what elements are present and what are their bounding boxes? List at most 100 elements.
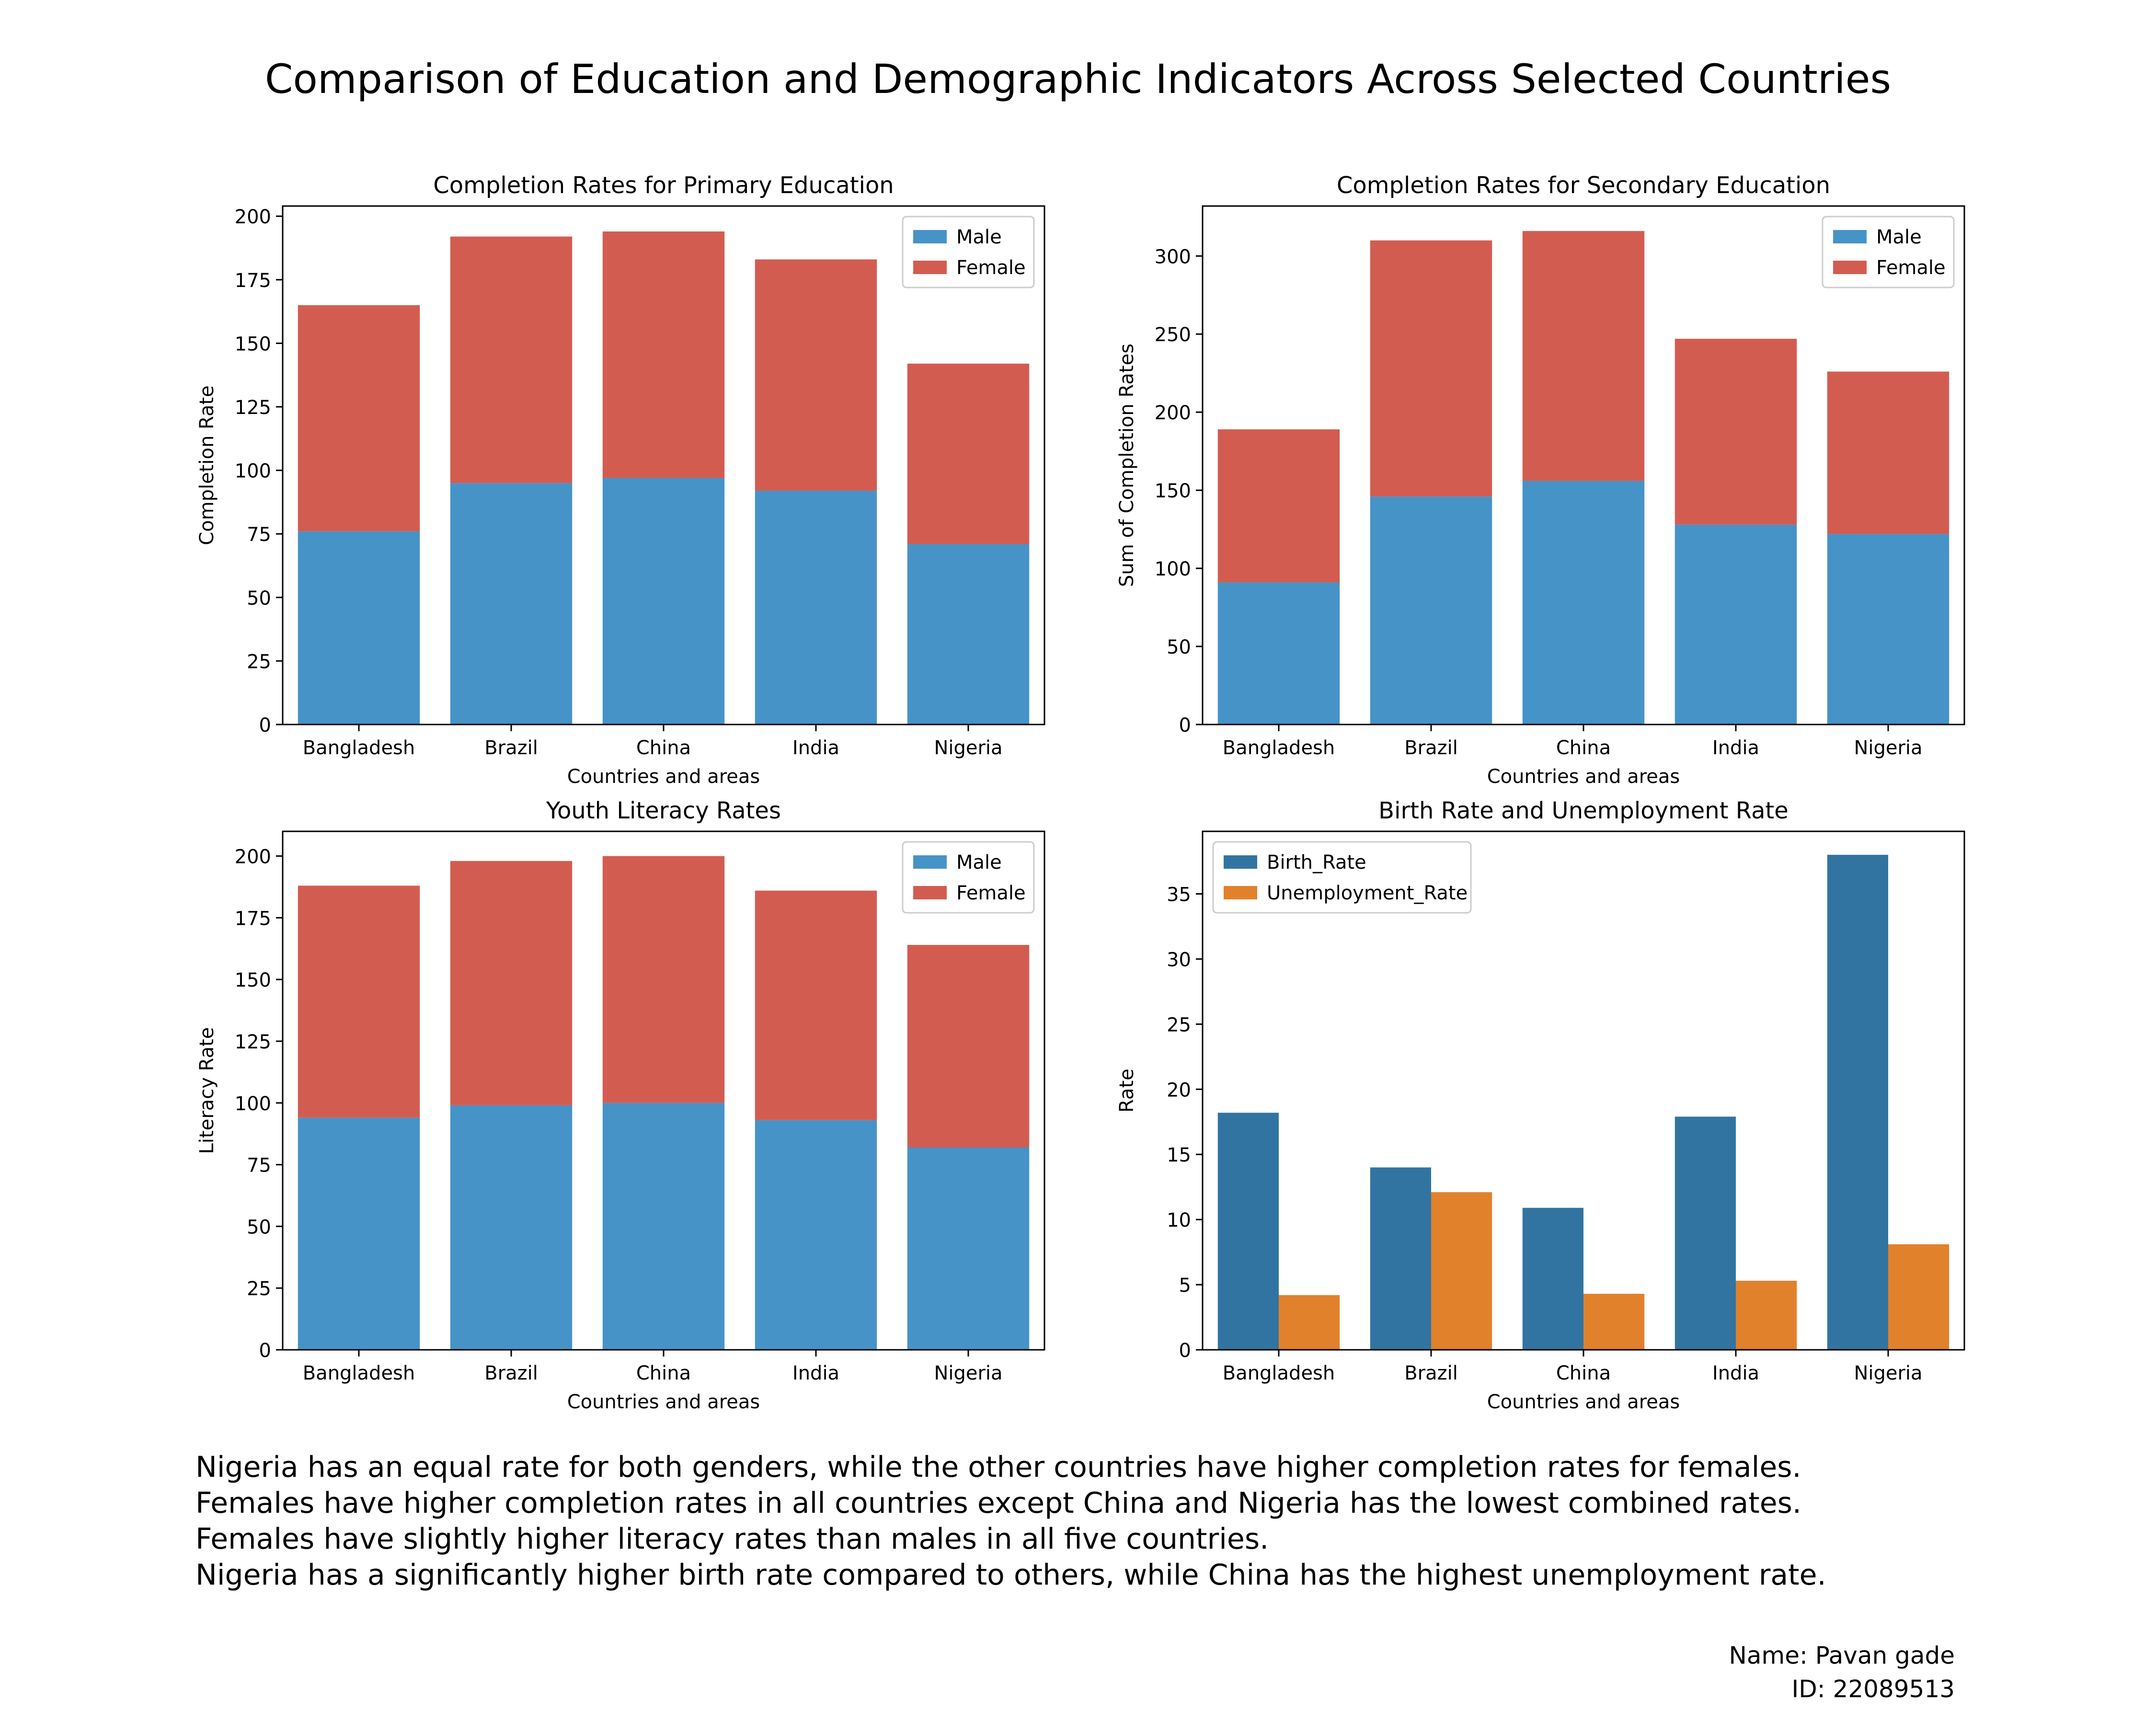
bar-female-india [1674,339,1797,525]
bar-birth_rate-nigeria [1827,854,1888,1350]
y-tick-label: 125 [235,397,271,419]
y-tick-label: 25 [247,1278,271,1300]
y-tick-label: 250 [1155,324,1191,346]
x-tick-label: Bangladesh [1223,737,1335,759]
y-tick-label: 150 [235,969,271,991]
y-tick-label: 0 [1179,714,1191,736]
x-tick-label: Nigeria [1854,1362,1922,1384]
x-axis-label: Countries and areas [567,1391,760,1413]
y-tick-label: 175 [235,270,271,292]
y-axis-label: Completion Rate [196,385,218,545]
x-tick-label: Bangladesh [1223,1362,1335,1384]
youth-literacy-chart: Youth Literacy Rates 0 25 50 75 100 125 150 175 2… [196,797,1045,1413]
bar-male-nigeria [907,544,1030,724]
bar-female-india [755,259,877,491]
bar-male-china [602,478,725,724]
legend-swatch-male [1833,230,1867,243]
y-tick-label: 75 [247,1155,271,1177]
bar-male-brazil [450,483,573,724]
author-block: Name: Pavan gade ID: 22089513 [1729,1639,1955,1706]
y-tick-label: 75 [247,524,271,546]
bar-birth_rate-brazil [1370,1167,1431,1350]
y-axis-label: Sum of Completion Rates [1116,344,1138,587]
legend-label: Unemployment_Rate [1267,882,1468,904]
chart-title: Completion Rates for Secondary Education [1337,172,1830,199]
bar-female-nigeria [1827,371,1950,534]
y-tick-label: 20 [1167,1079,1191,1101]
x-tick-label: Nigeria [934,737,1002,759]
legend-label: Male [1876,226,1922,248]
x-tick-label: Brazil [1404,1362,1458,1384]
bar-female-china [602,856,725,1103]
x-axis-label: Countries and areas [567,766,760,788]
legend: Male Female [902,216,1035,288]
x-tick-label: Nigeria [934,1362,1002,1384]
notes-block: Nigeria has an equal rate for both gende… [195,1449,1826,1593]
y-tick-label: 200 [235,206,271,228]
y-tick-label: 0 [259,714,271,736]
bar-male-bangladesh [298,1117,420,1350]
legend-swatch-birth_rate [1224,855,1257,869]
legend-box [1212,841,1472,914]
y-tick-label: 5 [1179,1275,1191,1297]
y-tick-label: 50 [1167,636,1191,658]
x-tick-label: India [1712,1362,1759,1384]
x-tick-label: Bangladesh [303,1362,415,1384]
legend-label: Female [1876,257,1946,279]
legend-swatch-male [913,855,947,869]
y-tick-label: 100 [1155,558,1191,580]
chart-title: Youth Literacy Rates [546,797,781,824]
y-tick-label: 0 [259,1340,271,1362]
bar-unemployment_rate-china [1583,1294,1645,1350]
x-axis-label: Countries and areas [1487,766,1680,788]
y-axis-label: Rate [1116,1069,1138,1113]
y-tick-label: 35 [1167,884,1191,906]
x-tick-label: China [636,737,691,759]
x-tick-label: Bangladesh [303,737,415,759]
legend-swatch-female [913,886,947,899]
legend-label: Female [956,257,1026,279]
legend: Birth_Rate Unemployment_Rate [1212,841,1472,914]
legend-swatch-unemployment_rate [1224,886,1257,899]
y-tick-label: 15 [1167,1144,1191,1166]
y-tick-label: 50 [247,587,271,610]
x-tick-label: Brazil [484,737,538,759]
chart-title: Completion Rates for Primary Education [433,172,894,199]
bar-male-brazil [450,1105,573,1350]
note-line: Nigeria has a significantly higher birth… [195,1558,1826,1592]
bar-female-bangladesh [298,305,420,531]
legend-label: Male [956,851,1002,874]
x-tick-label: China [1556,737,1611,759]
bar-male-nigeria [1827,534,1950,724]
bar-male-india [755,1120,877,1350]
legend-swatch-female [1833,261,1867,274]
legend-label: Female [956,882,1026,904]
bar-birth_rate-india [1674,1116,1736,1350]
main-title: Comparison of Education and Demographic … [264,56,1892,103]
legend-swatch-male [913,230,947,243]
bar-male-nigeria [907,1147,1030,1350]
y-tick-label: 30 [1167,949,1191,971]
bar-male-china [602,1103,725,1350]
legend-label: Birth_Rate [1267,851,1366,874]
bar-unemployment_rate-nigeria [1888,1244,1950,1350]
bar-female-brazil [450,861,573,1105]
legend: Male Female [1822,216,1955,288]
y-tick-label: 25 [1167,1014,1191,1036]
y-tick-label: 300 [1155,246,1191,268]
y-axis-label: Literacy Rate [196,1027,218,1154]
bar-male-bangladesh [1217,582,1340,724]
y-tick-label: 10 [1167,1209,1191,1231]
x-tick-label: India [792,1362,839,1384]
y-tick-label: 125 [235,1031,271,1053]
bar-female-india [755,890,877,1120]
legend-swatch-female [913,261,947,274]
author-name: Name: Pavan gade [1729,1642,1955,1669]
bar-male-bangladesh [298,531,420,724]
x-tick-label: Brazil [484,1362,538,1384]
y-tick-label: 200 [235,846,271,868]
y-tick-label: 150 [1155,480,1191,502]
bar-female-brazil [1370,240,1492,497]
y-tick-label: 100 [235,1093,271,1115]
bar-birth_rate-china [1522,1208,1583,1350]
